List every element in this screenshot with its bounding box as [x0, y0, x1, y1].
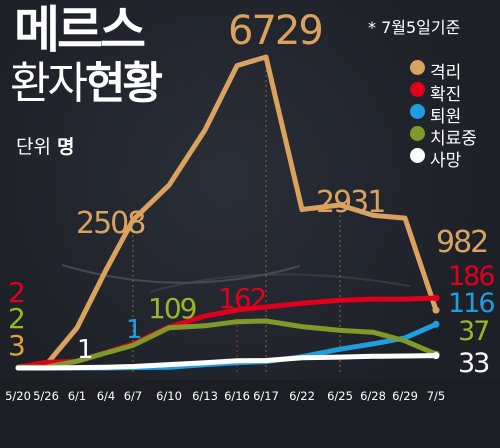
- series-line-사망: [15, 353, 439, 371]
- chart-title-line2: 환자현황: [10, 58, 163, 110]
- data-label: 162: [218, 282, 266, 315]
- chart-title-line1: 메르스: [14, 1, 146, 59]
- legend-swatch: [410, 60, 425, 75]
- data-label: 116: [448, 288, 494, 319]
- legend-label: 퇴원: [430, 107, 462, 127]
- decorative-curve: [149, 273, 411, 293]
- chart-title-part-a: 환자: [10, 58, 88, 109]
- data-label: 2931: [316, 185, 384, 220]
- series-end-point-사망: [432, 352, 440, 360]
- data-label: 6729: [228, 8, 322, 54]
- data-label: 2: [8, 302, 24, 335]
- data-label: 186: [448, 261, 494, 292]
- series-end-point-확진: [432, 294, 440, 302]
- unit-value: 명: [57, 136, 75, 158]
- x-tick-label: 6/25: [327, 389, 353, 403]
- legend-label: 사망: [430, 151, 462, 171]
- legend-item: 사망: [410, 146, 500, 171]
- legend-item: 치료중: [410, 124, 500, 149]
- data-label: 2: [8, 276, 24, 309]
- legend-label: 확진: [430, 85, 462, 105]
- unit-label: 단위 명: [16, 132, 75, 159]
- chart-legend: 격리 확진 퇴원 치료중 사망: [410, 58, 500, 171]
- x-tick-label: 6/10: [156, 389, 182, 403]
- x-tick-label: 6/16: [224, 389, 250, 403]
- x-tick-label: 7/5: [427, 389, 446, 403]
- legend-item: 격리: [410, 58, 500, 83]
- reference-date-note: * 7월5일기준: [368, 18, 461, 37]
- legend-label: 치료중: [430, 129, 477, 149]
- x-tick-label: 6/28: [360, 389, 386, 403]
- series-line-치료중: [15, 318, 439, 370]
- unit-label-text: 단위: [16, 136, 51, 158]
- legend-label: 격리: [430, 63, 462, 83]
- x-tick-label: 5/26: [33, 389, 59, 403]
- x-tick-label: 6/22: [289, 389, 315, 403]
- legend-swatch: [410, 148, 425, 163]
- x-axis-band: [0, 380, 500, 448]
- legend-item: 퇴원: [410, 102, 500, 127]
- series-line-격리: [15, 54, 439, 371]
- x-tick-label: 5/20: [5, 389, 31, 403]
- legend-swatch: [410, 126, 425, 141]
- decorative-curve: [61, 264, 301, 284]
- data-label: 2508: [76, 206, 145, 241]
- data-label: 33: [458, 348, 489, 379]
- data-label: 37: [458, 316, 488, 347]
- data-label: 982: [436, 225, 487, 260]
- data-label: 3: [8, 329, 24, 362]
- x-tick-label: 6/17: [253, 389, 279, 403]
- chart-title-part-b: 현황: [84, 58, 163, 109]
- legend-swatch: [410, 104, 425, 119]
- x-tick-label: 6/7: [124, 389, 143, 403]
- data-label: 1: [126, 315, 141, 345]
- legend-item: 확진: [410, 80, 500, 105]
- data-label: 1: [77, 335, 92, 365]
- series-end-point-퇴원: [432, 320, 440, 328]
- x-tick-label: 6/1: [68, 389, 87, 403]
- legend-swatch: [410, 82, 425, 97]
- x-tick-label: 6/13: [192, 389, 218, 403]
- data-label: 109: [148, 292, 196, 325]
- x-tick-label: 6/29: [392, 389, 418, 403]
- series-end-point-격리: [432, 306, 440, 314]
- x-tick-label: 6/4: [97, 389, 116, 403]
